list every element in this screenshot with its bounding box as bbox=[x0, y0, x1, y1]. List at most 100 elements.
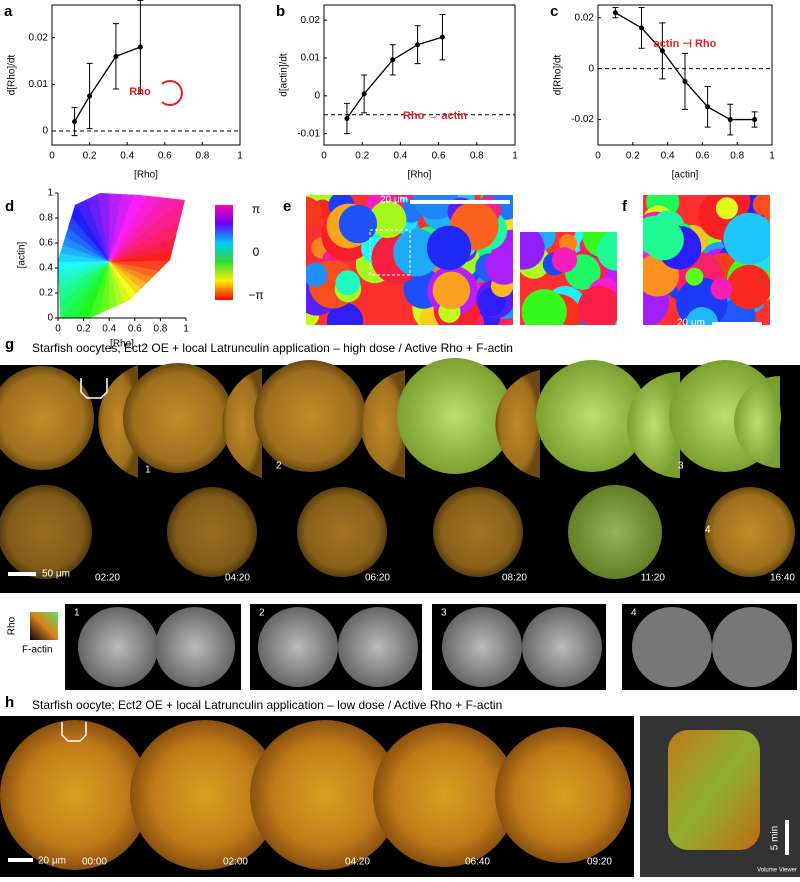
y-tick-label: 0.02 bbox=[301, 15, 321, 26]
data-point bbox=[639, 25, 644, 31]
x-tick-label: 0.8 bbox=[470, 151, 484, 162]
y-tick-label: 0.01 bbox=[29, 79, 49, 90]
annotation: actin ⊣ Rho bbox=[654, 38, 717, 50]
phase-wedge bbox=[109, 261, 185, 318]
color-legend bbox=[30, 612, 58, 640]
phase-wedge bbox=[58, 193, 110, 262]
plot-frame bbox=[51, 4, 241, 146]
data-point bbox=[344, 116, 350, 122]
x-tick-label: 0.8 bbox=[195, 151, 209, 162]
data-point bbox=[113, 53, 119, 59]
phase-blob bbox=[710, 277, 733, 300]
phase-wedge bbox=[109, 193, 185, 262]
inset-number: 2 bbox=[259, 608, 265, 619]
scale-bar bbox=[712, 322, 762, 325]
y-axis-label: d[Rho]/dt bbox=[7, 54, 18, 95]
panel-label: d bbox=[5, 198, 14, 215]
phase-wedge bbox=[105, 193, 144, 262]
data-point bbox=[390, 57, 396, 63]
x-tick-label: 0.6 bbox=[128, 324, 142, 335]
colorbar bbox=[215, 205, 233, 300]
y-axis-label: [actin] bbox=[17, 241, 28, 268]
time-bar-label: 5 min bbox=[770, 826, 781, 850]
annotation: Rho → actin bbox=[403, 110, 467, 122]
panel-label: g bbox=[5, 336, 14, 353]
data-point bbox=[87, 93, 93, 99]
colorbar-label: π bbox=[252, 202, 260, 216]
phase-wedge bbox=[109, 193, 185, 262]
frame-number: 3 bbox=[678, 461, 684, 472]
data-line bbox=[346, 36, 443, 119]
data-line bbox=[73, 46, 141, 122]
frame-number: 4 bbox=[705, 525, 711, 536]
data-point bbox=[727, 117, 733, 123]
data-point bbox=[682, 78, 688, 84]
phase-wedge bbox=[58, 193, 110, 262]
phase-wedge bbox=[58, 261, 110, 318]
frame-number: 2 bbox=[276, 461, 282, 472]
y-axis-label: d[Rho]/dt bbox=[553, 54, 564, 95]
y-tick-label: 1 bbox=[47, 188, 53, 199]
phase-blob bbox=[715, 197, 739, 220]
phase-wedge bbox=[58, 261, 110, 318]
timestamp: 02:00 bbox=[223, 857, 248, 868]
phase-blob bbox=[520, 232, 545, 270]
phase-blob bbox=[577, 285, 617, 325]
colorbar-label: −π bbox=[248, 288, 263, 302]
timestamp: 16:40 bbox=[770, 573, 795, 584]
y-tick-label: 0.01 bbox=[301, 53, 321, 64]
x-tick-label: 0.6 bbox=[432, 151, 446, 162]
y-tick-label: 0.6 bbox=[39, 238, 53, 249]
phase-blob bbox=[369, 200, 407, 238]
legend-label: Rho bbox=[7, 616, 18, 635]
x-tick-label: 1 bbox=[769, 151, 775, 162]
phase-wedge bbox=[109, 193, 185, 262]
scale-bar-label: 20 μm bbox=[380, 195, 408, 206]
y-tick-label: 0.8 bbox=[39, 213, 53, 224]
phase-blob bbox=[723, 212, 770, 265]
y-tick-label: 0.2 bbox=[39, 288, 53, 299]
x-tick-label: 1 bbox=[183, 324, 189, 335]
phase-wedge bbox=[109, 193, 185, 262]
timestamp: 11:20 bbox=[641, 573, 666, 584]
phase-map bbox=[643, 195, 770, 325]
x-tick-label: 0.4 bbox=[102, 324, 116, 335]
phase-wedge bbox=[58, 193, 110, 262]
phase-wedge bbox=[58, 261, 110, 318]
x-tick-label: 1 bbox=[237, 151, 243, 162]
roi-box bbox=[369, 229, 411, 276]
phase-wedge bbox=[109, 258, 185, 297]
inset-number: 3 bbox=[441, 608, 447, 619]
data-point bbox=[137, 44, 143, 50]
oocyte-frames bbox=[0, 716, 800, 877]
x-tick-label: 0.2 bbox=[77, 324, 91, 335]
annotation: Rho bbox=[129, 86, 151, 98]
x-axis-label: [Rho] bbox=[110, 339, 134, 350]
phase-blob bbox=[685, 306, 718, 325]
phase-blob bbox=[726, 264, 770, 310]
panel-label: a bbox=[4, 3, 13, 20]
x-tick-label: 0.2 bbox=[83, 151, 97, 162]
phase-wedge bbox=[58, 193, 110, 262]
y-tick-label: 0.02 bbox=[29, 32, 49, 43]
x-tick-label: 0.4 bbox=[120, 151, 134, 162]
phase-blob bbox=[752, 195, 770, 216]
x-tick-label: 0.8 bbox=[153, 324, 167, 335]
data-point bbox=[752, 117, 758, 123]
timestamp: 00:00 bbox=[82, 857, 107, 868]
panel-label: f bbox=[622, 198, 628, 215]
data-point bbox=[415, 42, 421, 48]
x-tick-label: 0.4 bbox=[393, 151, 407, 162]
frame-number: 1 bbox=[145, 465, 151, 476]
phase-blob bbox=[432, 271, 471, 310]
timestamp: 04:20 bbox=[225, 573, 250, 584]
legend-label: F-actin bbox=[22, 645, 53, 656]
self-arrow bbox=[161, 80, 183, 106]
panel-label: c bbox=[550, 3, 558, 20]
x-tick-label: 0.2 bbox=[626, 151, 640, 162]
phase-wedge bbox=[74, 261, 113, 318]
phase-wedge bbox=[109, 193, 178, 262]
phase-maps bbox=[306, 195, 770, 325]
timestamp: 06:20 bbox=[365, 573, 390, 584]
